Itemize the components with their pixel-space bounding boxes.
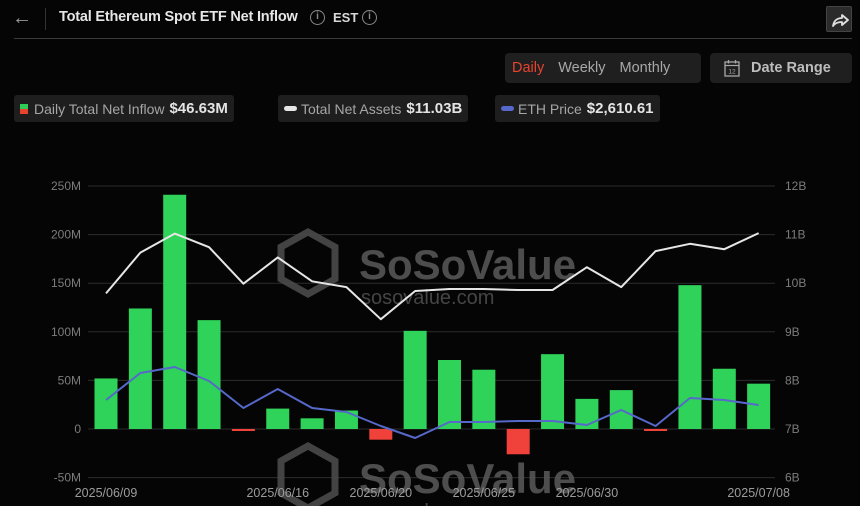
inflow-bar[interactable] [369,429,393,440]
inflow-bar[interactable] [472,369,496,429]
right-axis-tick: 9B [785,325,800,339]
right-axis-tick: 10B [785,276,806,290]
x-axis-tick: 2025/06/09 [75,486,138,500]
inflow-bar[interactable] [94,378,118,429]
period-weekly[interactable]: Weekly [558,60,606,76]
left-axis-tick: 50M [58,373,81,387]
legend-price-label: ETH Price [518,100,582,117]
share-button[interactable] [826,6,852,32]
eth-price-line [105,366,759,439]
inflow-bar[interactable] [541,354,565,429]
inflow-bar[interactable] [128,308,152,429]
legend-assets[interactable]: Total Net Assets $11.03B [278,95,469,122]
right-axis-tick: 11B [785,228,805,242]
svg-text:SoSoValue: SoSoValue [359,241,576,288]
header: ← Total Ethereum Spot ETF Net Inflow i E… [0,0,860,38]
timezone-label: EST [333,10,359,25]
x-axis-tick: 2025/07/08 [727,486,790,500]
page-title: Total Ethereum Spot ETF Net Inflow [59,9,298,25]
date-range-button[interactable]: 12 Date Range [710,53,852,83]
left-axis-tick: 250M [51,179,81,193]
legend-inflow-value: $46.63M [169,100,228,117]
watermark: SoSoValuesosovalue.comSoSoValuesosovalue… [277,227,576,506]
period-monthly[interactable]: Monthly [619,60,671,76]
left-axis-tick: 0 [74,422,81,436]
inflow-bar[interactable] [197,320,221,429]
legend-inflow-label: Daily Total Net Inflow [34,100,165,117]
x-axis-tick: 2025/06/30 [556,486,619,500]
inflow-bar[interactable] [506,429,530,455]
legend-assets-label: Total Net Assets [301,100,402,117]
line-swatch-icon [501,106,514,111]
calendar-icon: 12 [724,60,740,77]
date-range-label: Date Range [751,60,831,76]
inflow-bar[interactable] [644,429,668,431]
left-axis-tick: 200M [51,228,81,242]
svg-text:12: 12 [728,69,736,76]
share-arrow-icon [832,14,849,27]
inflow-bar[interactable] [163,194,187,429]
period-daily[interactable]: Daily [512,60,545,76]
left-axis-tick: 150M [51,276,81,290]
total-net-assets-line [105,232,760,321]
info-icon[interactable]: i [310,10,325,25]
left-axis-tick: 100M [51,325,81,339]
legend-price-value: $2,610.61 [586,100,654,117]
legend-assets-value: $11.03B [406,100,463,117]
left-axis-tick: -50M [54,471,81,485]
inflow-bar[interactable] [231,429,255,431]
x-axis-tick: 2025/06/25 [453,486,516,500]
inflow-bar[interactable] [300,418,324,429]
x-axis-tick: 2025/06/16 [246,486,309,500]
legend-inflow[interactable]: Daily Total Net Inflow $46.63M [14,95,234,122]
timezone-info-icon[interactable]: i [362,10,377,25]
inflow-bar[interactable] [266,408,290,429]
inflow-bar[interactable] [747,383,771,429]
period-toggle: Daily Weekly Monthly [505,53,701,83]
svg-text:sosovalue.com: sosovalue.com [361,501,494,506]
legend-price[interactable]: ETH Price $2,610.61 [495,95,660,122]
back-arrow-icon[interactable]: ← [12,7,32,29]
right-axis-tick: 12B [785,179,806,193]
x-axis-tick: 2025/06/20 [350,486,413,500]
divider [45,8,46,30]
bar-swatch-icon [20,103,28,114]
right-axis-tick: 6B [785,471,800,485]
inflow-bar[interactable] [678,285,702,429]
inflow-bar[interactable] [712,368,736,429]
svg-text:SoSoValue: SoSoValue [359,455,576,502]
inflow-bar[interactable] [334,410,358,429]
inflow-bar[interactable] [403,330,427,429]
right-axis-tick: 8B [785,373,800,387]
inflow-bar[interactable] [438,359,461,429]
right-axis-tick: 7B [785,422,800,436]
header-divider [14,38,852,39]
axis-ticks: 250M 12B 200M 11B 150M 10B 100M 9B 50M 8B 0 7B -50M 6… [51,179,806,500]
gridlines [88,185,775,479]
line-swatch-icon [284,106,297,111]
svg-text:sosovalue.com: sosovalue.com [361,287,494,309]
